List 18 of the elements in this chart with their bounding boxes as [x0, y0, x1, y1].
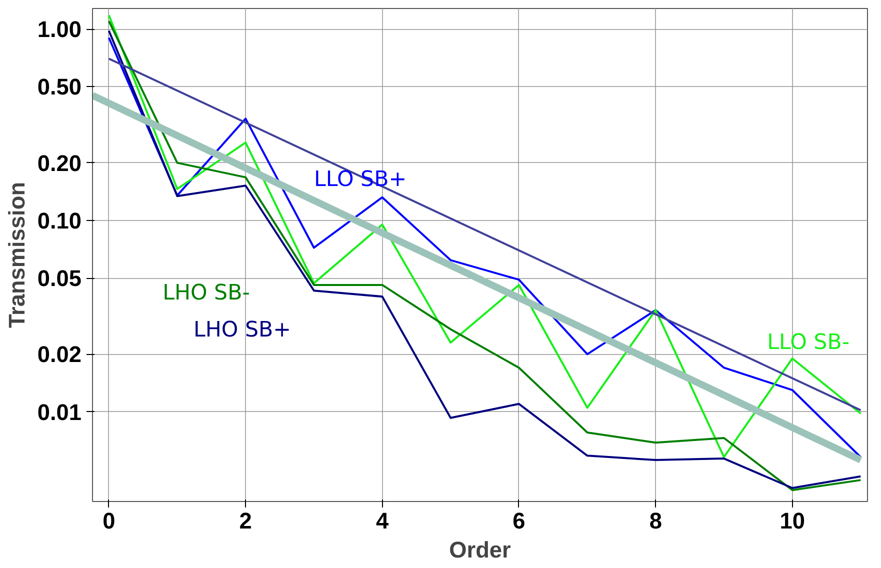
series-label: LHO SB+ [193, 318, 292, 343]
x-tick-label: 2 [239, 508, 252, 534]
series-label: LLO SB- [767, 330, 850, 355]
y-axis-title: Transmission [3, 182, 30, 328]
x-axis-title: Order [449, 536, 512, 562]
x-tick-label: 8 [649, 508, 662, 534]
y-tick-label: 0.20 [37, 150, 82, 176]
y-tick-label: 0.02 [37, 341, 82, 368]
y-tick-label: 0.05 [37, 265, 82, 292]
text: LHO SB- [162, 280, 250, 306]
x-tick-label: 6 [512, 508, 526, 534]
x-tick-label: 4 [376, 508, 389, 534]
x-tick-label: 10 [780, 508, 805, 534]
x-tick-label: 0 [102, 508, 116, 534]
y-tick-label: 1.00 [37, 16, 82, 42]
y-tick-label: 0.50 [37, 74, 82, 100]
y-tick-label: 0.01 [37, 398, 82, 425]
y-tick-label: 0.10 [37, 207, 82, 234]
